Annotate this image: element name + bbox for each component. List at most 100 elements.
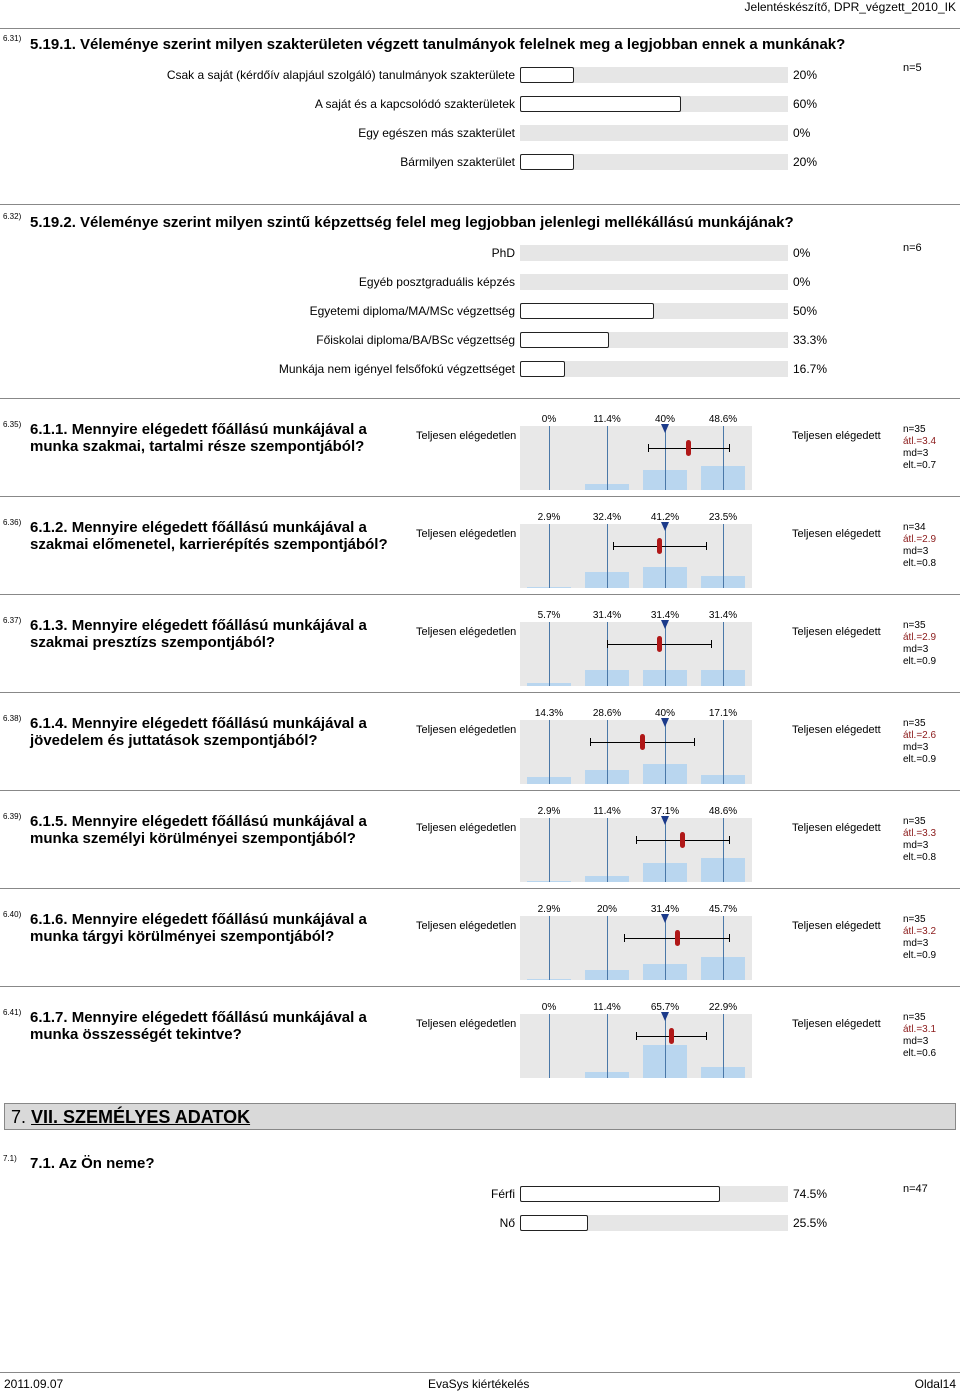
- scale-line: [607, 1014, 608, 1078]
- right-pole-label: Teljesen elégedett: [792, 822, 881, 834]
- statistics: n=35 átl.=3.4 md=3 elt.=0.7: [903, 424, 936, 472]
- option-label: Férfi: [491, 1187, 515, 1201]
- option-label: PhD: [491, 246, 515, 260]
- median-marker: [661, 718, 669, 727]
- stat-avg: átl.=2.9: [903, 632, 937, 643]
- percent-label: 14.3%: [534, 708, 564, 719]
- footer-center: EvaSys kiértékelés: [428, 1377, 530, 1391]
- percent-label: 2.9%: [537, 806, 561, 817]
- divider: [0, 888, 960, 889]
- right-pole-label: Teljesen elégedett: [792, 528, 881, 540]
- std-dev-tick: [728, 444, 730, 452]
- percent-label: 5.7%: [537, 610, 561, 621]
- statistics: n=35 átl.=3.2 md=3 elt.=0.9: [903, 914, 936, 962]
- std-dev-tick: [705, 542, 707, 550]
- bar-fill: [520, 361, 565, 377]
- bar-track: [520, 274, 788, 290]
- percent-label: 11.4%: [593, 1002, 621, 1013]
- divider: [0, 692, 960, 693]
- scale-line: [665, 426, 666, 490]
- left-pole-label: Teljesen elégedetlen: [416, 430, 517, 442]
- statistics: n=35 átl.=2.9 md=3 elt.=0.9: [903, 620, 936, 668]
- question-number: 7.1): [3, 1154, 17, 1163]
- stat-sd: elt.=0.9: [903, 656, 937, 667]
- statistics: n=34 átl.=2.9 md=3 elt.=0.8: [903, 522, 936, 570]
- stat-md: md=3: [903, 938, 929, 949]
- divider: [0, 204, 960, 205]
- right-pole-label: Teljesen elégedett: [792, 920, 881, 932]
- scale-line: [549, 818, 550, 882]
- left-pole-label: Teljesen elégedetlen: [416, 920, 517, 932]
- stat-sd: elt.=0.8: [903, 558, 937, 569]
- divider: [0, 398, 960, 399]
- distribution-plot: [520, 426, 752, 490]
- left-pole-label: Teljesen elégedetlen: [416, 626, 517, 638]
- mean-marker: [668, 1028, 674, 1044]
- right-pole-label: Teljesen elégedett: [792, 724, 881, 736]
- bar-fill: [520, 67, 574, 83]
- stat-md: md=3: [903, 1036, 929, 1047]
- divider: [0, 986, 960, 987]
- mean-marker: [680, 832, 686, 848]
- percent-label: 25.5%: [793, 1216, 828, 1230]
- stat-n: n=35: [903, 620, 926, 631]
- scale-line: [665, 524, 666, 588]
- percent-label: 0%: [541, 1002, 557, 1013]
- option-label: Egyéb posztgraduális képzés: [358, 275, 515, 289]
- scale-line: [723, 524, 724, 588]
- percent-label: 60%: [793, 97, 818, 111]
- question-title: 5.19.1. Véleménye szerint milyen szakter…: [30, 36, 846, 53]
- distribution-plot: [520, 1014, 752, 1078]
- percent-label: 48.6%: [708, 806, 738, 817]
- mean-marker: [657, 636, 663, 652]
- percent-label: 37.1%: [650, 806, 680, 817]
- section-title: VII. SZEMÉLYES ADATOK: [31, 1107, 251, 1127]
- stat-n: n=35: [903, 718, 926, 729]
- percent-label: 11.4%: [593, 414, 621, 425]
- std-dev-tick: [607, 640, 608, 648]
- percent-label: 40%: [654, 708, 676, 719]
- mean-marker: [639, 734, 645, 750]
- footer-date: 2011.09.07: [4, 1377, 64, 1391]
- percent-label: 32.4%: [592, 512, 622, 523]
- percent-label: 33.3%: [793, 333, 828, 347]
- question-number: 6.38): [3, 714, 22, 723]
- scale-line: [607, 426, 608, 490]
- question-title: 6.1.6. Mennyire elégedett főállású munká…: [30, 911, 367, 945]
- question-title: 5.19.2. Véleménye szerint milyen szintű …: [30, 214, 794, 231]
- stat-n: n=34: [903, 522, 926, 533]
- percent-label: 65.7%: [650, 1002, 680, 1013]
- stat-sd: elt.=0.9: [903, 950, 937, 961]
- right-pole-label: Teljesen elégedett: [792, 1018, 881, 1030]
- stat-n: n=35: [903, 816, 926, 827]
- question-title: 6.1.4. Mennyire elégedett főállású munká…: [30, 715, 367, 749]
- footer-divider: [0, 1372, 960, 1373]
- footer-page: Oldal14: [914, 1377, 956, 1391]
- scale-line: [723, 1014, 724, 1078]
- left-pole-label: Teljesen elégedetlen: [416, 1018, 517, 1030]
- stat-avg: átl.=3.1: [903, 1024, 937, 1035]
- bar-track: [520, 96, 788, 112]
- std-dev-tick: [624, 934, 626, 942]
- std-dev-tick: [636, 836, 637, 844]
- distribution-plot: [520, 720, 752, 784]
- percent-label: 2.9%: [537, 904, 561, 915]
- percent-label: 31.4%: [650, 904, 680, 915]
- scale-line: [665, 720, 666, 784]
- distribution-plot: [520, 524, 752, 588]
- percent-label: 16.7%: [793, 362, 828, 376]
- percent-label: 31.4%: [708, 610, 738, 621]
- std-dev-tick: [694, 738, 695, 746]
- question-title: 6.1.3. Mennyire elégedett főállású munká…: [30, 617, 367, 651]
- bar-fill: [520, 332, 609, 348]
- stat-sd: elt.=0.9: [903, 754, 937, 765]
- section-header: 7. VII. SZEMÉLYES ADATOK: [4, 1103, 956, 1130]
- divider: [0, 594, 960, 595]
- percent-label: 17.1%: [708, 708, 738, 719]
- option-label: Munkája nem igényel felsőfokú végzettség…: [278, 362, 515, 376]
- std-dev-tick: [647, 444, 649, 452]
- option-label: Bármilyen szakterület: [400, 155, 515, 169]
- scale-line: [607, 916, 608, 980]
- statistics: n=35 átl.=2.6 md=3 elt.=0.9: [903, 718, 936, 766]
- scale-line: [549, 426, 550, 490]
